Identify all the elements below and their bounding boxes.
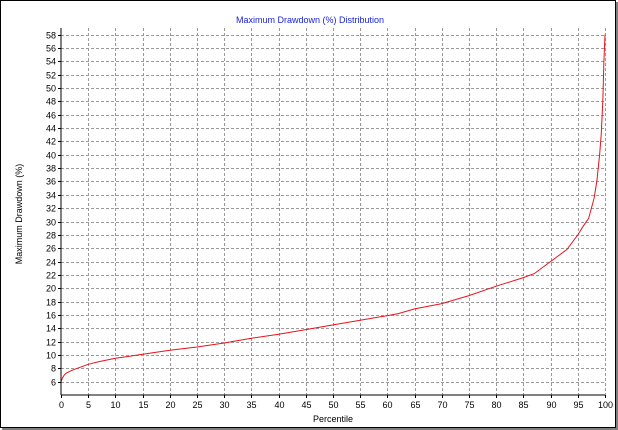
y-tick-label: 56 <box>46 44 56 54</box>
y-tick-labels: 6 8 10 12 14 16 18 20 22 24 26 28 30 32 34 36 38 40 42 44 46… <box>46 31 61 388</box>
x-tick-label: 20 <box>165 400 175 410</box>
x-tick-labels: 0 5 10 15 20 25 30 35 40 45 50 55 60 65 70 75 80 85 90 95 10… <box>59 395 613 410</box>
y-tick-label: 46 <box>46 111 56 121</box>
x-tick-label: 15 <box>138 400 148 410</box>
x-tick-label: 65 <box>410 400 420 410</box>
x-tick-label: 100 <box>598 400 613 410</box>
y-tick-label: 38 <box>46 164 56 174</box>
y-tick-label: 20 <box>46 284 56 294</box>
y-tick-label: 52 <box>46 71 56 81</box>
y-tick-label: 50 <box>46 84 56 94</box>
y-tick-label: 42 <box>46 137 56 147</box>
chart-title: Maximum Drawdown (%) Distribution <box>236 15 384 25</box>
y-tick-label: 34 <box>46 191 56 201</box>
y-tick-label: 40 <box>46 151 56 161</box>
x-tick-label: 70 <box>437 400 447 410</box>
y-tick-label: 30 <box>46 218 56 228</box>
x-tick-label: 5 <box>86 400 91 410</box>
x-tick-label: 50 <box>328 400 338 410</box>
x-tick-label: 45 <box>301 400 311 410</box>
y-tick-label: 26 <box>46 244 56 254</box>
y-tick-label: 58 <box>46 31 56 41</box>
grid-lines <box>61 28 606 395</box>
x-tick-label: 30 <box>219 400 229 410</box>
y-tick-label: 22 <box>46 271 56 281</box>
x-tick-label: 85 <box>518 400 528 410</box>
y-tick-label: 36 <box>46 177 56 187</box>
y-tick-label: 6 <box>51 378 56 388</box>
series-layer <box>60 34 606 382</box>
x-axis-label: Percentile <box>313 414 353 424</box>
y-tick-label: 12 <box>46 338 56 348</box>
y-tick-label: 18 <box>46 298 56 308</box>
y-tick-label: 10 <box>46 351 56 361</box>
y-tick-label: 14 <box>46 324 56 334</box>
y-tick-label: 24 <box>46 258 56 268</box>
y-tick-label: 16 <box>46 311 56 321</box>
y-tick-label: 32 <box>46 204 56 214</box>
y-tick-label: 48 <box>46 97 56 107</box>
x-tick-label: 25 <box>192 400 202 410</box>
y-axis-label: Maximum Drawdown (%) <box>14 164 24 265</box>
y-tick-label: 54 <box>46 57 56 67</box>
x-tick-label: 40 <box>274 400 284 410</box>
x-tick-label: 10 <box>110 400 120 410</box>
x-tick-label: 80 <box>491 400 501 410</box>
x-tick-label: 90 <box>546 400 556 410</box>
x-tick-label: 60 <box>382 400 392 410</box>
x-tick-label: 75 <box>464 400 474 410</box>
y-tick-label: 28 <box>46 231 56 241</box>
series-line <box>60 34 606 382</box>
x-tick-label: 35 <box>246 400 256 410</box>
x-tick-label: 95 <box>573 400 583 410</box>
x-tick-label: 55 <box>355 400 365 410</box>
x-tick-label: 0 <box>59 400 64 410</box>
y-tick-label: 44 <box>46 124 56 134</box>
y-tick-label: 8 <box>51 364 56 374</box>
